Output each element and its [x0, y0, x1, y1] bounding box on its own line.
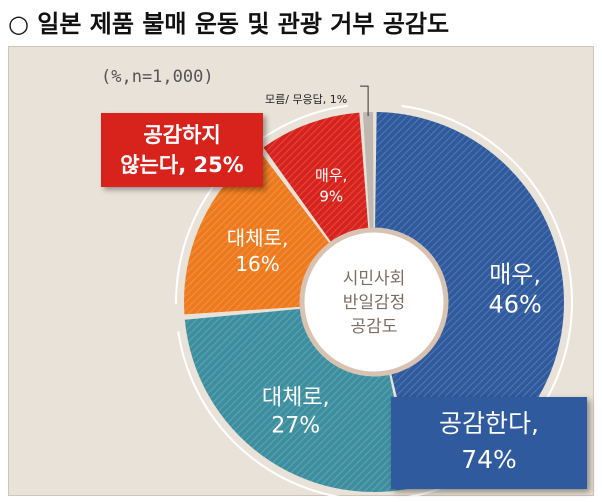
agree-callout: 공감한다, 74%: [391, 397, 587, 489]
disagree-callout-line-1: 공감하지: [143, 123, 221, 147]
slice-label-4-line-1: 매우,: [315, 167, 347, 185]
donut-slice-dont-know: [362, 112, 374, 230]
disagree-callout: 공감하지 않는다, 25%: [101, 113, 263, 187]
center-line-3: 공감도: [351, 317, 398, 337]
page-title: ○ 일본 제품 불매 운동 및 관광 거부 공감도: [8, 10, 450, 38]
agree-callout-line-1: 공감한다,: [439, 409, 539, 438]
slice-label-3-line-1: 대체로,: [227, 226, 289, 250]
slice-label-3-line-2: 16%: [235, 252, 279, 276]
donut-slice-hatch-2: [184, 308, 414, 492]
donut-slice-hatch-3: [184, 150, 330, 315]
chart-area: 매우, 46% 대체로, 27% 대체로, 16% 매우, 9% 시민사회 반일감정 공감도 …: [8, 46, 594, 497]
slice-label-1-line-2: 46%: [488, 290, 541, 318]
donut-slice-hatch-1: [375, 112, 565, 487]
agree-callout-line-2: 74%: [461, 445, 517, 474]
dont-know-label: 모름/ 무응답, 1%: [265, 93, 348, 106]
donut-hatch-overlay: [184, 112, 565, 492]
center-ring: [299, 227, 449, 377]
center-line-2: 반일감정: [343, 293, 406, 313]
slice-label-4-line-2: 9%: [319, 188, 343, 206]
dont-know-leader-line: [360, 85, 369, 117]
slice-label-1-line-1: 매우,: [489, 260, 541, 288]
sample-note: (%,n=1,000): [101, 67, 214, 87]
slice-label-2-line-1: 대체로,: [262, 385, 330, 410]
center-line-1: 시민사회: [343, 269, 406, 289]
segment-labels: 매우,46%대체로,27%대체로,16%매우,9%: [227, 167, 542, 439]
donut-slice-hatch-4: [263, 112, 369, 243]
disagree-callout-line-2: 않는다, 25%: [120, 153, 244, 177]
slice-label-2-line-2: 27%: [271, 413, 320, 438]
